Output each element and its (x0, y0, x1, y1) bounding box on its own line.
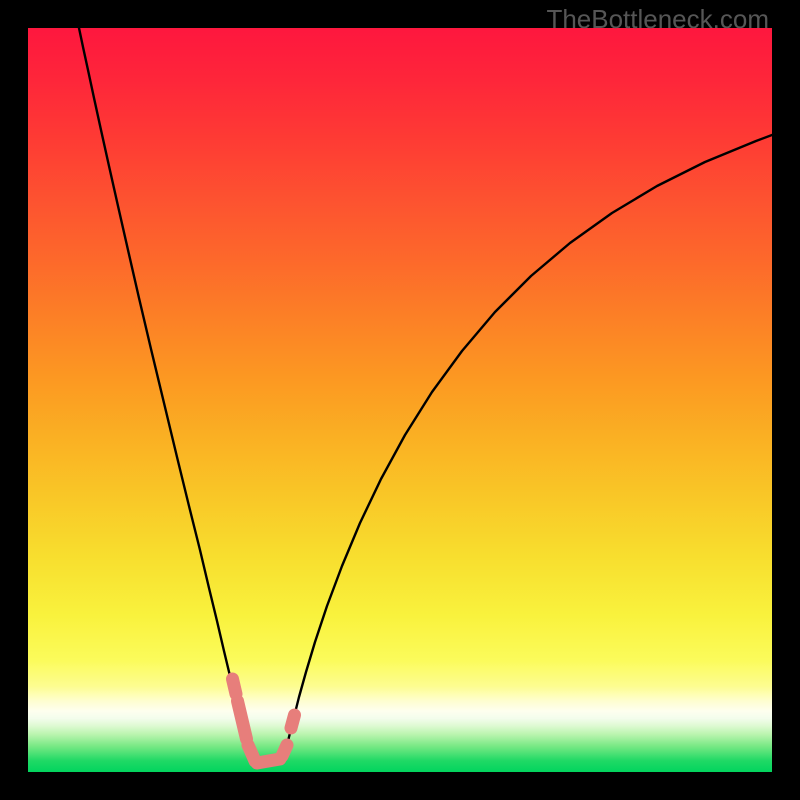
bead-segment (257, 759, 280, 763)
plot-area (28, 28, 772, 772)
bead-segment (238, 701, 247, 739)
bottleneck-curve (79, 28, 772, 765)
curve-layer (28, 28, 772, 772)
bead-chain (233, 679, 295, 763)
bead-segment (282, 745, 287, 756)
bead-segment (291, 715, 295, 728)
watermark-text: TheBottleneck.com (546, 4, 769, 35)
bead-segment (233, 679, 237, 694)
